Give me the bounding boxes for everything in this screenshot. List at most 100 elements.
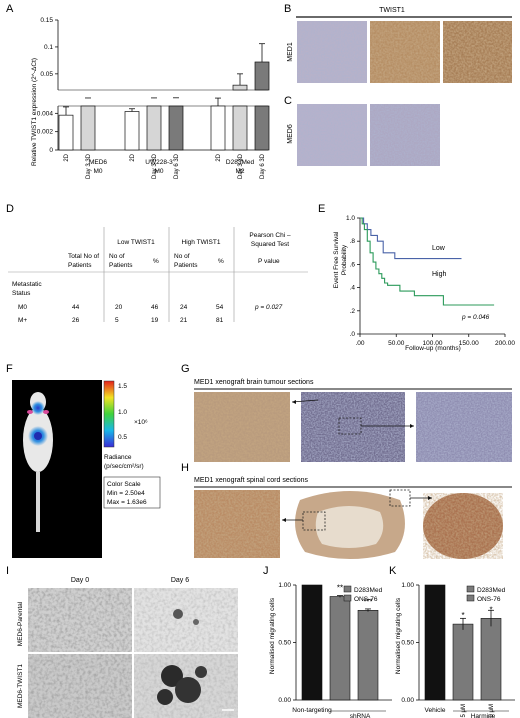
panel-d-row-2-low-n: 5 bbox=[115, 317, 119, 324]
panel-i-row2-label: MED6-TWIST1 bbox=[17, 664, 24, 708]
panel-j-bar-2 bbox=[357, 609, 379, 701]
panel-a-bar-2 bbox=[124, 111, 140, 151]
panel-a-group-1-meta: M0 bbox=[93, 168, 102, 175]
panel-h-zoom-box-left bbox=[302, 511, 326, 531]
panel-k-group-label-0: Vehicle bbox=[425, 707, 446, 714]
panel-j-bar-0 bbox=[301, 584, 323, 701]
panel-e-xtick-label-2: 100.00 bbox=[423, 340, 443, 347]
panel-label-f: F bbox=[6, 363, 13, 375]
panel-a-group-2-name: UW228-3 bbox=[145, 159, 173, 166]
panel-e-xtick-label-3: 150.00 bbox=[459, 340, 479, 347]
panel-b-micrograph-1 bbox=[297, 21, 367, 83]
panel-h-title: MED1 xenograft spinal cord sections bbox=[194, 477, 308, 484]
panel-a-xtick-5: 2D bbox=[216, 153, 222, 161]
panel-g-micrograph-left bbox=[194, 392, 290, 462]
panel-b-header: TWIST1 bbox=[379, 7, 405, 14]
panel-i-image-twist1-day0 bbox=[28, 654, 132, 718]
panel-k-legend-swatch-1 bbox=[466, 594, 475, 602]
panel-i-day6: Day 6 bbox=[171, 577, 189, 584]
panel-k-ytick-label-2: 1.00 bbox=[401, 582, 414, 589]
panel-d-row-2-total: 26 bbox=[72, 317, 80, 324]
panel-k-bar-1 bbox=[452, 623, 474, 701]
panel-k-star-1: * bbox=[461, 611, 464, 620]
panel-g-micrograph-right bbox=[416, 392, 512, 462]
panel-e-legend-low: Low bbox=[432, 245, 446, 252]
panel-a-group-1-name: MED6 bbox=[89, 159, 107, 166]
panel-d-col-high: High TWIST1 bbox=[182, 239, 221, 246]
panel-label-k: K bbox=[389, 565, 397, 577]
panel-d-col-test-1: Pearson Chi – bbox=[249, 232, 291, 239]
panel-e-ytick-label-0: .0 bbox=[350, 331, 356, 338]
panel-j-ytick-label-2: 1.00 bbox=[278, 582, 291, 589]
panel-j-ylabel: Normalised migrating cells bbox=[269, 597, 276, 674]
panel-k-ytick-label-0: 0.00 bbox=[401, 697, 414, 704]
panel-label-j: J bbox=[263, 565, 269, 577]
panel-a-xtick-3: Day 3 3D bbox=[152, 153, 158, 179]
panel-i-image-parental-day6 bbox=[134, 588, 238, 652]
panel-label-g: G bbox=[181, 363, 190, 375]
panel-g-arrow-left bbox=[291, 399, 319, 403]
panel-a-xtick-0: 2D bbox=[64, 153, 70, 161]
panel-label-d: D bbox=[6, 203, 14, 215]
panel-f-unit: (p/sec/cm²/sr) bbox=[104, 463, 144, 470]
panel-d-row-1-label: M0 bbox=[18, 304, 27, 311]
panel-d-row-2-high-pct: 81 bbox=[216, 317, 224, 324]
panel-d-sub-no-high-1: No of bbox=[174, 253, 190, 260]
panel-a-xtick-6: Day 3 3D bbox=[238, 153, 244, 179]
panel-c-row-label: MED6 bbox=[287, 124, 294, 144]
panel-j-group-label-0: Non-targeting bbox=[292, 707, 332, 714]
panel-k-bar-chart: Normalised migrating cells 0.00 0.50 1.00 *… bbox=[395, 582, 515, 718]
panel-a-ytick-label-upper-1: 0.1 bbox=[44, 44, 53, 51]
panel-d-sub-pct-low: % bbox=[153, 258, 159, 265]
panel-j-legend-swatch-0 bbox=[343, 585, 352, 593]
panel-e-xtick-label-4: 200.00 bbox=[495, 340, 515, 347]
panel-k-bar-0 bbox=[424, 584, 446, 701]
panel-d-row-1-p: p = 0.027 bbox=[254, 304, 283, 311]
color-scale-bar bbox=[103, 380, 115, 448]
panel-a-xtick-4: Day 6 3D bbox=[174, 153, 180, 179]
panel-f-tick-1: 1.5 bbox=[118, 383, 127, 390]
panel-d-sub-total-1: Total No of bbox=[68, 253, 99, 260]
panel-d-sub-no-low-2: Patients bbox=[109, 262, 133, 269]
panel-d-col-low: Low TWIST1 bbox=[117, 239, 155, 246]
panel-a-bar-upper-6 bbox=[232, 84, 248, 91]
panel-i-day0: Day 0 bbox=[71, 577, 89, 584]
panel-e-ytick-label-3: .6 bbox=[350, 261, 356, 268]
panel-j-ytick-label-0: 0.00 bbox=[278, 697, 291, 704]
panel-f-multiplier: ×10⁶ bbox=[134, 419, 148, 426]
panel-e-xtick-label-0: .00 bbox=[355, 340, 364, 347]
panel-e-survival-chart: Event Free Survival Probability Follow-u… bbox=[333, 215, 515, 352]
panel-d-sub-no-low-1: No of bbox=[109, 253, 125, 260]
panel-label-e: E bbox=[318, 203, 325, 215]
panel-a-ytick-label-lower-0: 0 bbox=[49, 147, 53, 154]
panel-k-legend-swatch-0 bbox=[466, 585, 475, 593]
panel-d-row-1-low-pct: 46 bbox=[151, 304, 159, 311]
panel-d-row-header-1: Metastatic bbox=[12, 281, 42, 288]
panel-h-micrograph-center bbox=[290, 489, 411, 559]
panel-e-annotation: p = 0.046 bbox=[461, 314, 490, 321]
panel-k-ylabel: Normalised migrating cells bbox=[395, 597, 402, 674]
panel-e-legend-high: High bbox=[432, 271, 447, 278]
panel-label-b: B bbox=[284, 3, 291, 15]
panel-f-min: Min = 2.50e4 bbox=[107, 490, 145, 497]
panel-e-xtick-label-1: 50.00 bbox=[388, 340, 405, 347]
panel-d-row-1-total: 44 bbox=[72, 304, 80, 311]
panel-a-bar-3 bbox=[146, 105, 162, 151]
panel-label-h: H bbox=[181, 462, 189, 474]
panel-k-star-2: * bbox=[489, 605, 492, 614]
panel-d-row-1-high-n: 24 bbox=[180, 304, 188, 311]
panel-b-row-label: MED1 bbox=[287, 42, 294, 62]
panel-d-sub-total-2: Patients bbox=[68, 262, 92, 269]
panel-g-title: MED1 xenograft brain tumour sections bbox=[194, 379, 314, 386]
panel-j-ytick-label-1: 0.50 bbox=[278, 640, 291, 647]
panel-d-row-2-low-pct: 19 bbox=[151, 317, 159, 324]
panel-label-c: C bbox=[284, 95, 292, 107]
brain-signal-spot bbox=[31, 401, 45, 415]
panel-k-group-label-1: Harmine bbox=[471, 713, 496, 718]
panel-k-legend-label-0: D283Med bbox=[477, 587, 506, 594]
panel-f-color-scale: Color Scale bbox=[107, 481, 141, 488]
panel-e-xlabel: Follow-up (months) bbox=[405, 345, 461, 352]
panel-e-series-high bbox=[360, 217, 495, 306]
